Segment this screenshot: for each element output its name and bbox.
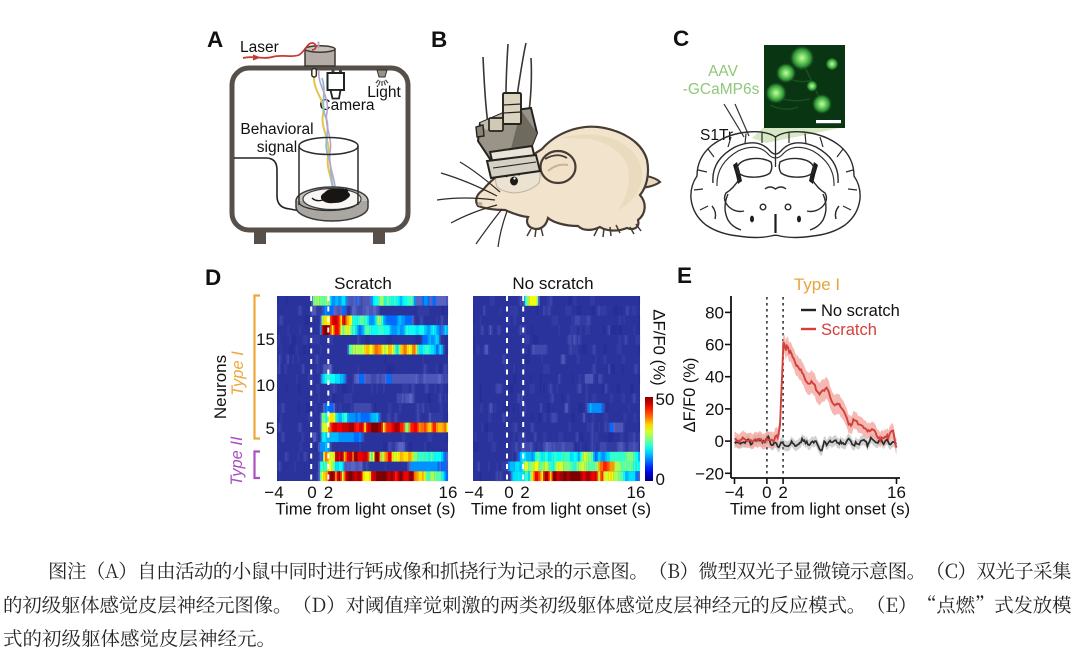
svg-text:Type I: Type I bbox=[794, 275, 840, 294]
svg-text:-GCaMP6s: -GCaMP6s bbox=[683, 81, 760, 98]
svg-text:AAV: AAV bbox=[708, 63, 739, 80]
svg-text:5: 5 bbox=[266, 419, 275, 438]
svg-text:No scratch: No scratch bbox=[512, 274, 593, 293]
svg-text:Type I: Type I bbox=[229, 351, 247, 396]
svg-text:20: 20 bbox=[705, 400, 724, 419]
svg-text:2: 2 bbox=[324, 483, 333, 502]
svg-text:Light: Light bbox=[367, 84, 401, 101]
svg-text:−4: −4 bbox=[464, 483, 483, 502]
svg-text:ΔF/F0 (%): ΔF/F0 (%) bbox=[650, 309, 669, 385]
svg-text:C: C bbox=[673, 26, 689, 51]
svg-text:E: E bbox=[677, 263, 692, 288]
svg-text:−4: −4 bbox=[725, 483, 744, 502]
svg-text:2: 2 bbox=[520, 483, 529, 502]
svg-text:16: 16 bbox=[439, 483, 458, 502]
svg-text:−4: −4 bbox=[264, 483, 283, 502]
svg-text:Behavioral: Behavioral bbox=[240, 121, 313, 138]
svg-text:Laser: Laser bbox=[240, 39, 279, 56]
svg-text:60: 60 bbox=[705, 336, 724, 355]
svg-text:0: 0 bbox=[715, 432, 724, 451]
svg-text:Neurons: Neurons bbox=[211, 355, 230, 419]
svg-text:No scratch: No scratch bbox=[821, 302, 900, 320]
svg-text:B: B bbox=[431, 27, 447, 52]
svg-text:40: 40 bbox=[705, 368, 724, 387]
svg-text:0: 0 bbox=[762, 483, 771, 502]
svg-text:signal: signal bbox=[257, 139, 298, 156]
svg-text:2: 2 bbox=[778, 483, 787, 502]
svg-text:0: 0 bbox=[656, 470, 665, 489]
svg-text:16: 16 bbox=[627, 483, 646, 502]
svg-text:Camera: Camera bbox=[319, 97, 375, 114]
svg-text:Scratch: Scratch bbox=[334, 274, 392, 293]
svg-text:10: 10 bbox=[256, 376, 275, 395]
svg-text:Time from light onset (s): Time from light onset (s) bbox=[275, 500, 455, 519]
svg-text:50: 50 bbox=[656, 390, 675, 409]
svg-text:Time from light onset (s): Time from light onset (s) bbox=[471, 500, 651, 519]
svg-text:Time from light onset (s): Time from light onset (s) bbox=[730, 500, 910, 519]
svg-text:D: D bbox=[205, 265, 221, 290]
svg-text:−20: −20 bbox=[695, 464, 724, 483]
svg-text:Type II: Type II bbox=[228, 436, 246, 486]
svg-text:16: 16 bbox=[887, 483, 906, 502]
svg-text:S1Tr: S1Tr bbox=[700, 127, 733, 144]
svg-text:0: 0 bbox=[307, 483, 316, 502]
svg-text:80: 80 bbox=[705, 303, 724, 322]
svg-text:Scratch: Scratch bbox=[821, 321, 877, 339]
svg-text:ΔF/F0 (%): ΔF/F0 (%) bbox=[681, 358, 699, 433]
svg-text:0: 0 bbox=[504, 483, 513, 502]
svg-text:15: 15 bbox=[256, 330, 275, 349]
svg-text:A: A bbox=[207, 27, 223, 52]
